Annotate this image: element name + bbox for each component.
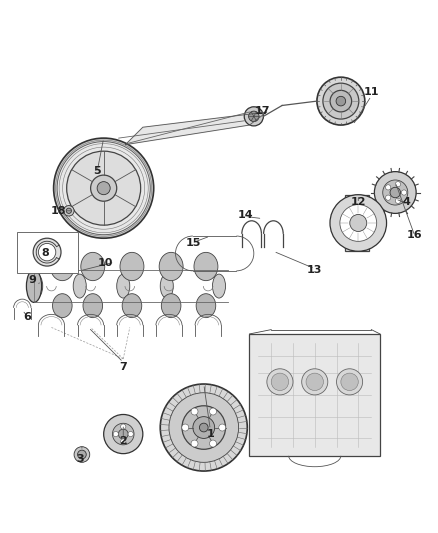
Ellipse shape (194, 252, 218, 281)
Circle shape (249, 111, 259, 122)
Circle shape (323, 83, 359, 119)
Circle shape (104, 415, 143, 454)
Circle shape (169, 393, 239, 462)
Circle shape (118, 429, 128, 439)
FancyBboxPatch shape (17, 232, 78, 273)
Circle shape (402, 190, 406, 195)
Circle shape (330, 91, 352, 112)
Ellipse shape (160, 274, 173, 298)
Text: 18: 18 (50, 206, 66, 216)
Circle shape (191, 408, 198, 415)
Circle shape (113, 423, 134, 445)
Circle shape (53, 138, 154, 238)
Circle shape (385, 195, 391, 200)
Circle shape (66, 208, 71, 213)
Circle shape (271, 373, 289, 391)
Ellipse shape (83, 294, 102, 318)
Ellipse shape (50, 252, 74, 281)
Text: 1: 1 (206, 429, 214, 439)
Text: 8: 8 (41, 247, 49, 257)
Circle shape (64, 206, 74, 216)
Circle shape (209, 440, 216, 447)
Circle shape (244, 107, 263, 126)
Text: 4: 4 (402, 197, 410, 207)
Circle shape (385, 185, 391, 190)
Circle shape (33, 238, 61, 266)
Circle shape (120, 424, 126, 429)
Text: 3: 3 (76, 454, 84, 464)
Ellipse shape (30, 274, 43, 298)
Circle shape (390, 187, 400, 198)
Circle shape (113, 431, 118, 437)
Circle shape (219, 424, 226, 431)
Ellipse shape (73, 274, 86, 298)
Circle shape (302, 369, 328, 395)
Circle shape (191, 440, 198, 447)
Circle shape (91, 175, 117, 201)
Circle shape (340, 205, 377, 241)
Ellipse shape (196, 294, 216, 318)
Circle shape (396, 182, 401, 187)
Circle shape (193, 417, 215, 439)
Circle shape (317, 77, 365, 125)
Text: 2: 2 (120, 437, 127, 447)
Ellipse shape (53, 294, 72, 318)
Bar (250, 334, 380, 456)
Bar (345, 195, 369, 251)
Circle shape (78, 450, 86, 459)
Text: 5: 5 (93, 166, 101, 176)
Text: 9: 9 (28, 276, 36, 286)
Circle shape (267, 369, 293, 395)
Circle shape (57, 142, 150, 235)
Circle shape (67, 151, 141, 225)
Text: 14: 14 (237, 210, 253, 220)
Text: 12: 12 (350, 197, 366, 207)
Circle shape (39, 244, 56, 261)
Circle shape (182, 424, 189, 431)
Circle shape (396, 198, 401, 204)
Circle shape (350, 214, 367, 231)
Circle shape (209, 408, 216, 415)
Circle shape (374, 172, 416, 213)
Circle shape (128, 431, 133, 437)
Text: 15: 15 (185, 238, 201, 247)
Circle shape (97, 182, 110, 195)
Text: 11: 11 (364, 87, 379, 98)
Circle shape (336, 369, 363, 395)
Circle shape (383, 180, 408, 205)
Text: 13: 13 (307, 265, 322, 275)
Ellipse shape (117, 274, 130, 298)
Ellipse shape (81, 252, 105, 281)
Circle shape (336, 96, 346, 106)
Ellipse shape (159, 252, 183, 281)
Text: 10: 10 (98, 258, 113, 268)
Ellipse shape (212, 274, 226, 298)
Circle shape (199, 423, 208, 432)
Ellipse shape (26, 270, 42, 302)
Ellipse shape (161, 294, 181, 318)
Circle shape (160, 384, 247, 471)
Circle shape (306, 373, 323, 391)
Circle shape (74, 447, 90, 462)
Ellipse shape (120, 252, 144, 281)
Text: 7: 7 (120, 362, 127, 373)
Circle shape (330, 195, 387, 251)
Text: 17: 17 (255, 106, 270, 116)
Text: 16: 16 (407, 230, 423, 240)
Text: 6: 6 (24, 312, 32, 321)
Circle shape (341, 373, 358, 391)
Polygon shape (125, 112, 267, 144)
Circle shape (120, 439, 126, 444)
Ellipse shape (122, 294, 142, 318)
Circle shape (182, 406, 226, 449)
